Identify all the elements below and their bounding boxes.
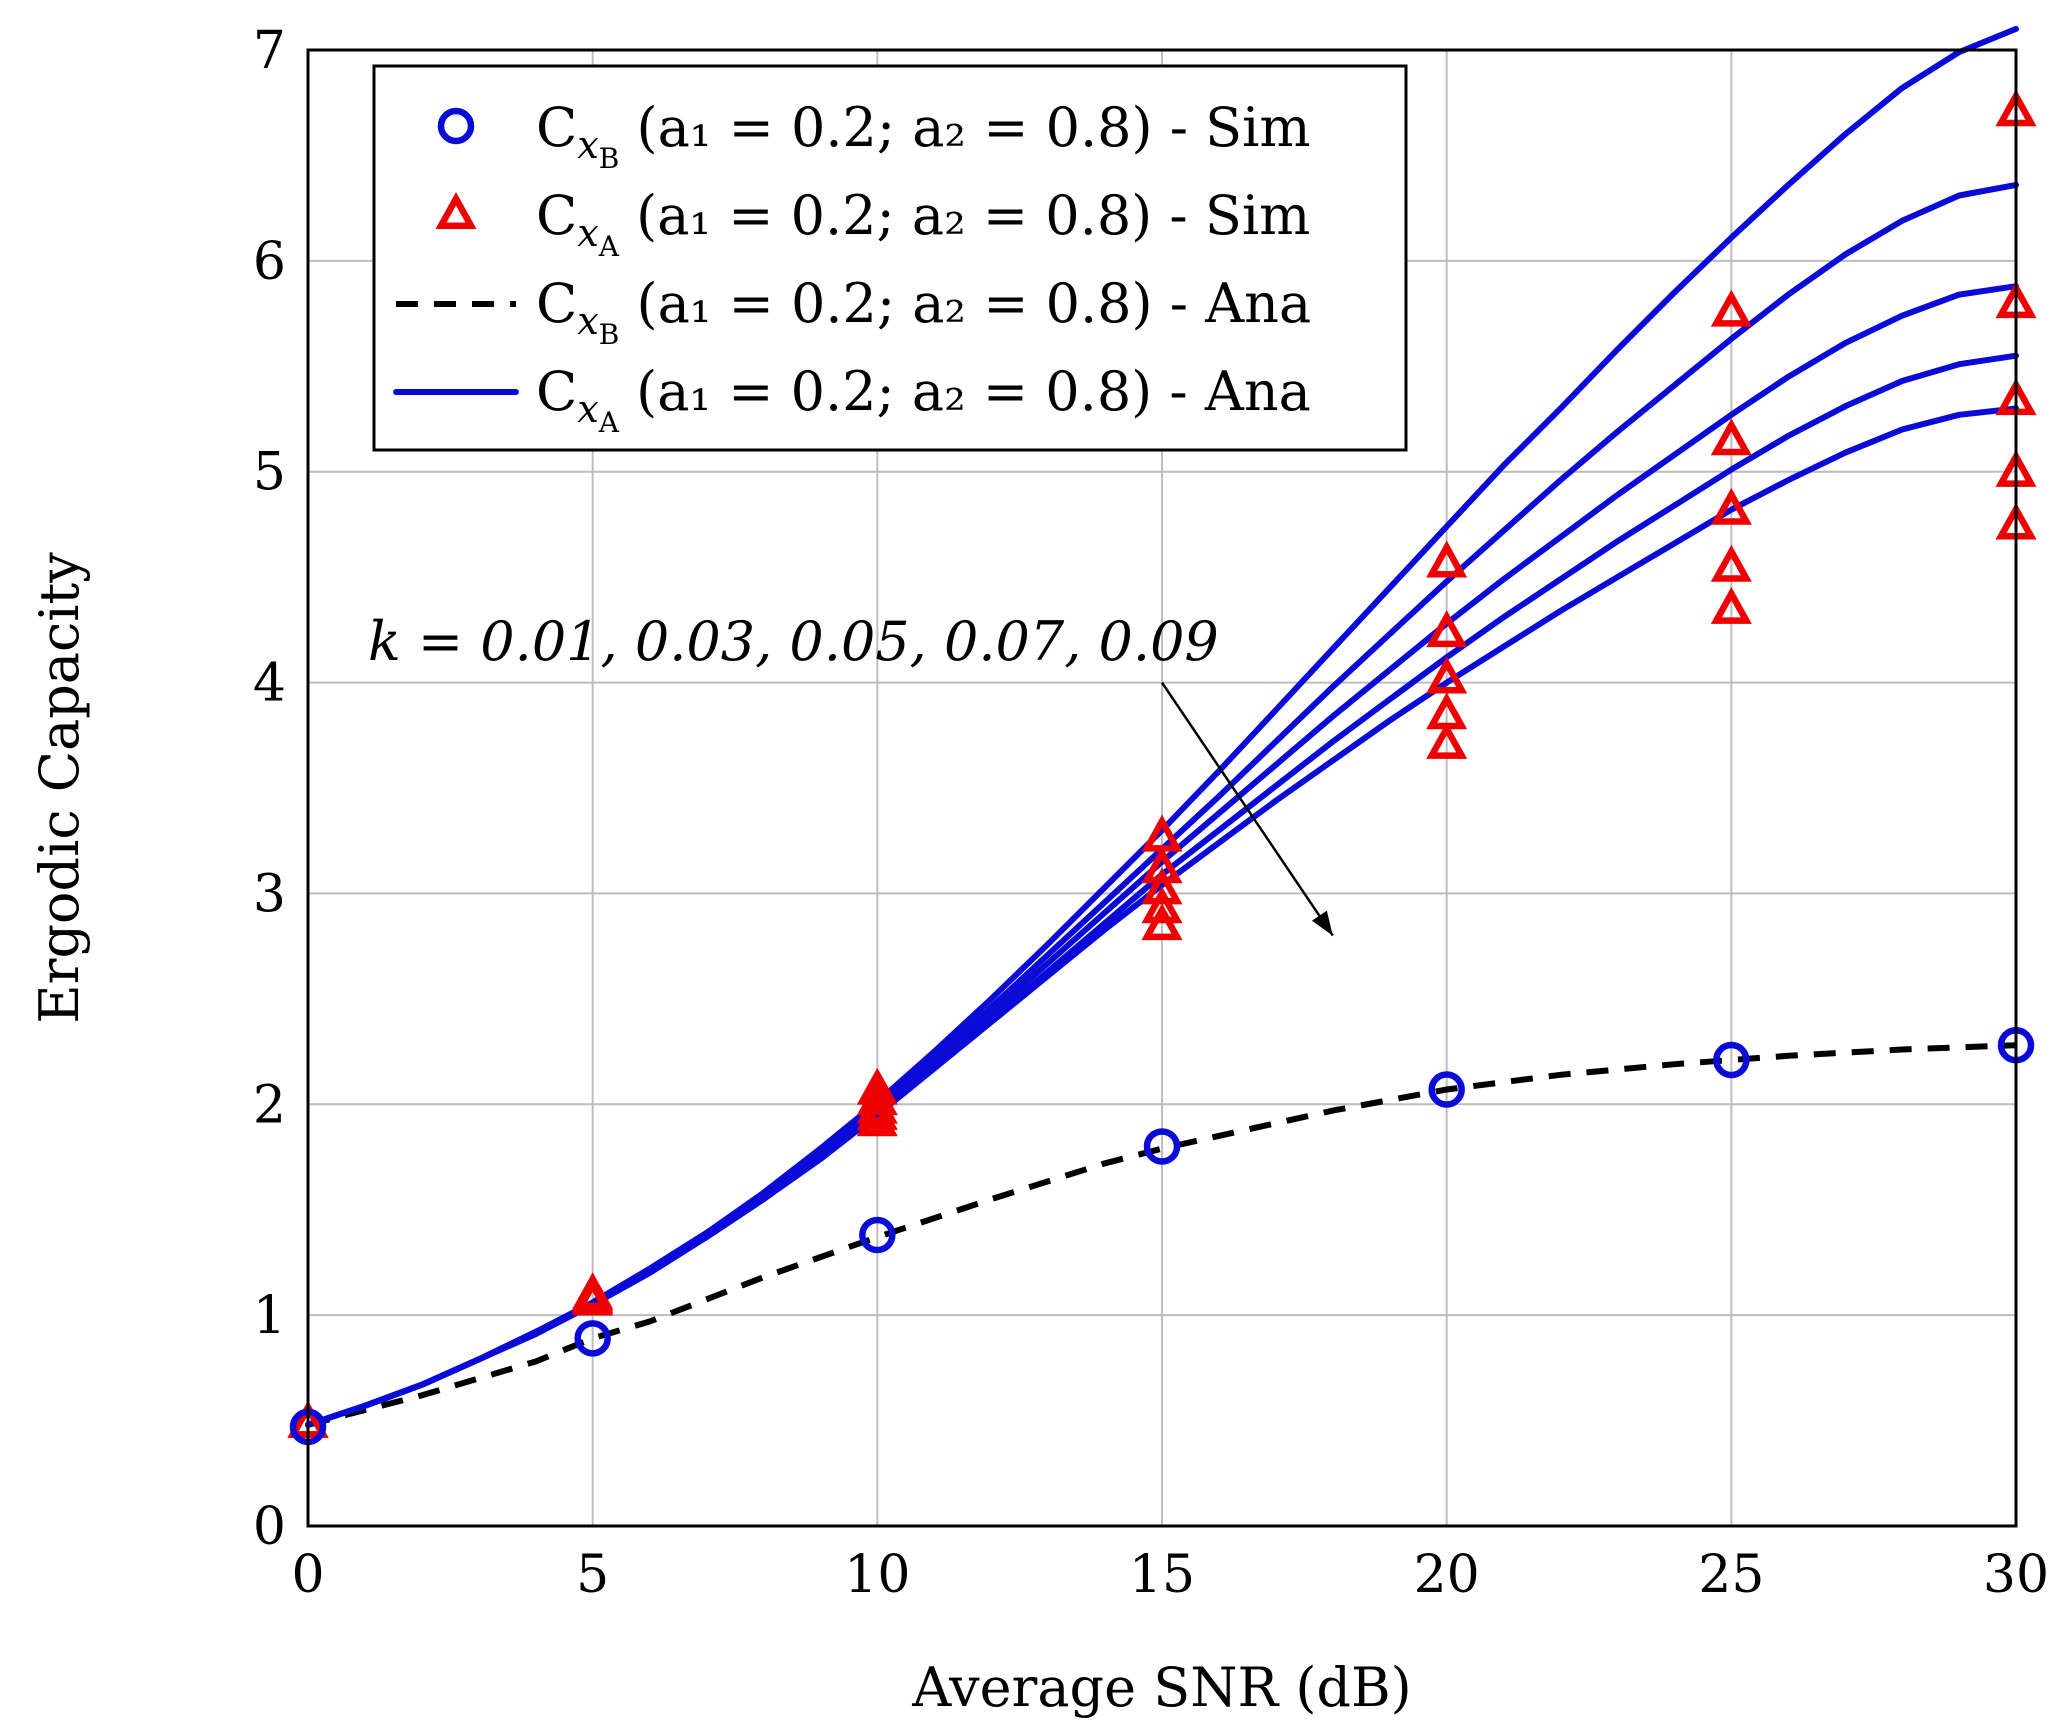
marker-cxb-sim <box>1713 1041 1750 1079</box>
marker-cxa-sim <box>1710 544 1752 582</box>
legend-label: CxB (a₁ = 0.2; a₂ = 0.8) - Ana <box>536 272 1311 351</box>
marker-cxa-sim <box>856 1099 898 1137</box>
marker-cxb-sim <box>1428 1071 1465 1108</box>
legend-box <box>372 64 1408 452</box>
y-tick-label: 5 <box>253 443 286 503</box>
y-tick-label: 6 <box>253 232 286 292</box>
y-tick-label: 1 <box>253 1286 286 1346</box>
marker-cxa-sim <box>1141 867 1183 905</box>
x-tick-label: 30 <box>1983 1545 2049 1605</box>
marker-cxa-sim <box>1426 610 1468 648</box>
marker-cxa-sim <box>1426 540 1468 578</box>
marker-cxa-sim <box>1710 289 1752 327</box>
marker-cxa-sim <box>1710 418 1752 456</box>
annotation: k = 0.01, 0.03, 0.05, 0.07, 0.09 <box>368 610 1334 937</box>
y-tick-label: 4 <box>253 654 286 714</box>
k-values-annotation: k = 0.01, 0.03, 0.05, 0.07, 0.09 <box>368 610 1219 673</box>
y-tick-label: 0 <box>253 1497 286 1557</box>
marker-cxa-sim <box>572 1278 614 1316</box>
legend-label: CxB (a₁ = 0.2; a₂ = 0.8) - Sim <box>536 96 1311 175</box>
x-tick-label: 25 <box>1698 1545 1764 1605</box>
marker-cxa-sim <box>1426 656 1468 694</box>
legend-item-ana-a: CxA (a₁ = 0.2; a₂ = 0.8) - Ana <box>393 360 1311 439</box>
tick-labels: 0 5 10 15 20 25 30 0 1 2 3 4 5 6 7 <box>253 21 2049 1605</box>
marker-cxb-sim <box>574 1320 611 1357</box>
marker-cxa-sim <box>1710 586 1752 624</box>
x-axis-label: Average SNR (dB) <box>911 1656 1411 1719</box>
x-tick-label: 5 <box>576 1545 609 1605</box>
legend-symbol-triangle <box>435 192 477 229</box>
legend-label: CxA (a₁ = 0.2; a₂ = 0.8) - Ana <box>536 360 1311 439</box>
annotation-arrowhead <box>1311 910 1333 936</box>
marker-cxa-sim <box>1426 721 1468 759</box>
annotation-arrow-line <box>1160 681 1334 937</box>
x-tick-label: 0 <box>291 1545 324 1605</box>
y-tick-label: 7 <box>253 21 286 81</box>
legend-label: CxA (a₁ = 0.2; a₂ = 0.8) - Sim <box>536 184 1310 263</box>
markers <box>287 89 2037 1446</box>
plot-frame <box>306 48 2018 1528</box>
marker-cxb-sim <box>1143 1128 1181 1165</box>
y-axis-label: Ergodic Capacity <box>28 552 91 1024</box>
marker-cxa-sim <box>1710 487 1752 525</box>
legend: CxB (a₁ = 0.2; a₂ = 0.8) - Sim CxA (a₁ = … <box>372 64 1408 452</box>
marker-cxb-sim <box>859 1216 896 1254</box>
legend-item-ana-b: CxB (a₁ = 0.2; a₂ = 0.8) - Ana <box>396 272 1311 351</box>
marker-cxa-sim <box>1141 886 1183 924</box>
y-tick-label: 2 <box>253 1075 286 1135</box>
x-tick-label: 15 <box>1129 1545 1195 1605</box>
y-tick-label: 3 <box>253 864 286 924</box>
legend-item-sim-a: CxA (a₁ = 0.2; a₂ = 0.8) - Sim <box>435 184 1310 263</box>
x-tick-label: 20 <box>1414 1545 1480 1605</box>
legend-symbol-circle <box>437 107 475 145</box>
marker-cxa-sim <box>1141 903 1183 941</box>
x-tick-label: 10 <box>844 1545 910 1605</box>
legend-item-sim-b: CxB (a₁ = 0.2; a₂ = 0.8) - Sim <box>437 96 1311 175</box>
